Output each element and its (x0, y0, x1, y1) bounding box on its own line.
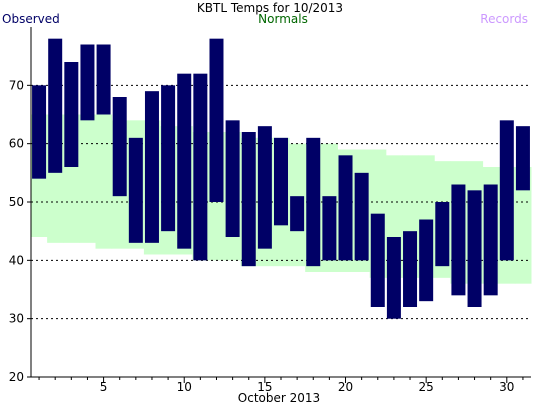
observed-bars (32, 38, 530, 319)
y-tick-label-60: 60 (9, 137, 24, 151)
observed-bar-day-22 (370, 213, 385, 307)
observed-bar-day-19 (322, 196, 337, 261)
x-tick-label-5: 5 (100, 380, 108, 394)
y-tick-label-40: 40 (9, 253, 24, 267)
normal-range-day-31 (514, 167, 532, 284)
observed-bar-day-27 (451, 184, 466, 296)
observed-bar-day-17 (290, 196, 305, 232)
legend-observed: Observed (2, 12, 60, 26)
x-axis-label: October 2013 (238, 391, 320, 405)
observed-bar-day-10 (177, 73, 192, 249)
x-tick-label-20: 20 (338, 380, 353, 394)
observed-bar-day-7 (128, 137, 143, 243)
observed-bar-day-18 (306, 137, 321, 267)
y-tick-label-20: 20 (9, 370, 24, 384)
observed-bar-day-13 (225, 120, 240, 237)
observed-bar-day-21 (354, 172, 369, 261)
observed-bar-day-26 (435, 202, 450, 267)
observed-bar-day-12 (209, 38, 224, 202)
legend-normals: Normals (258, 12, 308, 26)
observed-bar-day-30 (499, 120, 514, 261)
observed-bar-day-1 (32, 85, 47, 179)
x-tick-label-15: 15 (257, 380, 272, 394)
y-tick-label-70: 70 (9, 78, 24, 92)
observed-bar-day-5 (96, 44, 111, 115)
observed-bar-day-15 (257, 126, 272, 249)
y-tick-label-30: 30 (9, 312, 24, 326)
y-tick-label-50: 50 (9, 195, 24, 209)
observed-bar-day-23 (386, 237, 401, 319)
observed-bar-day-28 (467, 190, 482, 307)
observed-bar-day-9 (161, 85, 176, 232)
observed-bar-day-24 (403, 231, 418, 307)
normal-range-day-5 (95, 114, 113, 249)
x-tick-label-30: 30 (499, 380, 514, 394)
x-tick-label-25: 25 (419, 380, 434, 394)
observed-bar-day-6 (112, 97, 127, 197)
observed-bar-day-16 (274, 137, 288, 226)
chart-title: KBTL Temps for 10/2013 (197, 1, 343, 15)
observed-bar-day-20 (338, 155, 353, 261)
legend-records: Records (480, 12, 528, 26)
observed-bar-day-11 (193, 73, 208, 261)
observed-bar-day-2 (48, 38, 63, 173)
observed-bar-day-29 (483, 184, 498, 296)
normal-range-day-4 (79, 114, 97, 243)
x-tick-label-10: 10 (177, 380, 192, 394)
axes: 20 30 40 50 60 70 5 10 15 20 25 30 (9, 27, 531, 394)
observed-bar-day-8 (144, 91, 159, 243)
observed-bar-day-14 (241, 132, 256, 267)
observed-bar-day-31 (515, 126, 530, 191)
observed-bar-day-4 (80, 44, 95, 121)
observed-bar-day-25 (419, 219, 434, 302)
observed-bar-day-3 (64, 62, 79, 167)
